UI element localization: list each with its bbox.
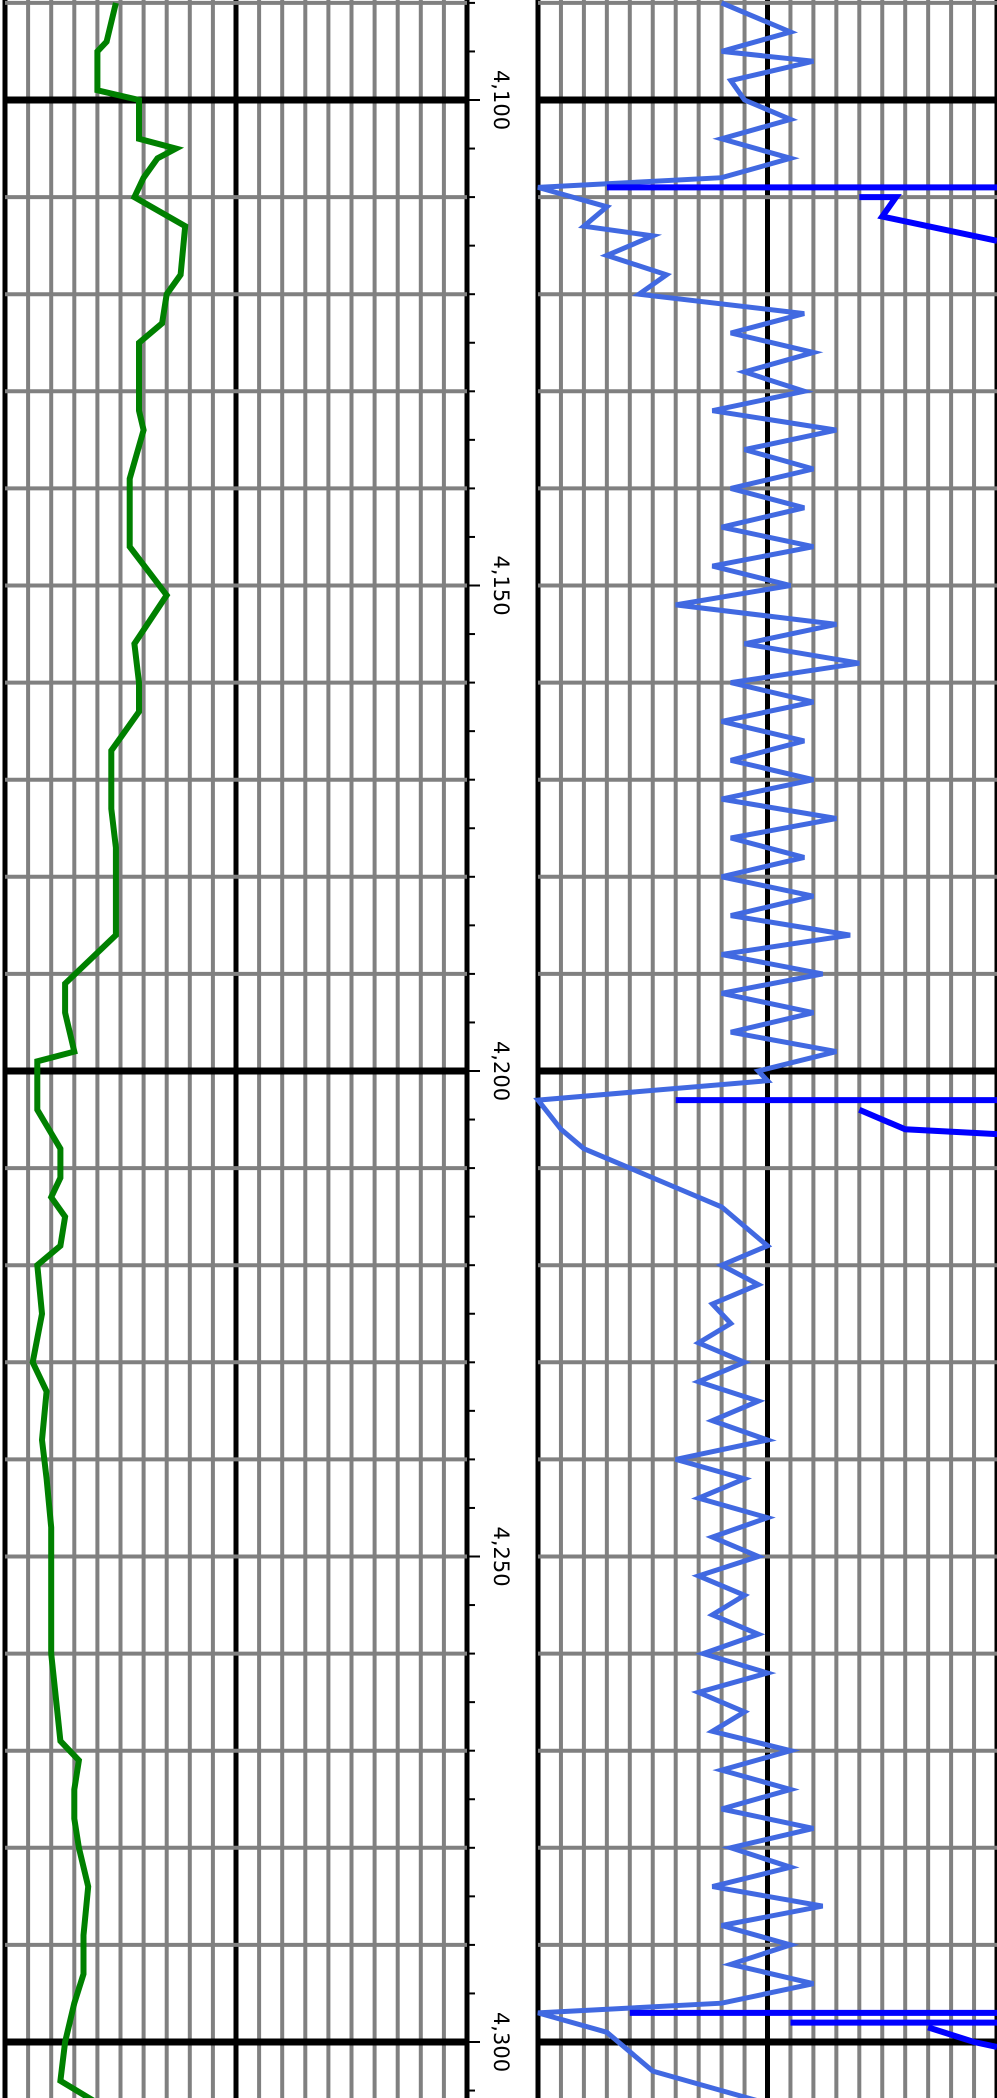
track-1-curve-1 [29,2,189,2098]
depth-tick-label: 4,150 [489,555,513,615]
track-1-grid [2,0,470,2098]
depth-tick-label: 4,300 [489,2012,513,2072]
track-2-curve-2-segment [858,1107,997,1138]
depth-axis: 4,100 4,150 4,200 4,250 4,300 [467,1,513,2092]
track-1-curves [29,2,189,2098]
track-2-curve-2-segment [927,2024,997,2050]
depth-tick-label: 4,250 [489,1526,513,1586]
depth-tick-label: 4,100 [489,70,513,130]
depth-tick-label: 4,200 [489,1041,513,1101]
track-2-curves [533,0,997,2098]
track-2-curve-1 [533,0,860,2098]
track-2-curve-2-segment [859,194,997,244]
